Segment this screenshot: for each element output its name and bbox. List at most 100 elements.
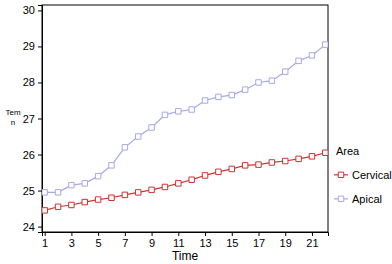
point-marker (323, 42, 328, 47)
y-axis-line (38, 6, 43, 233)
point-marker (202, 173, 207, 178)
point-marker (309, 154, 314, 159)
y-tick-label: 24 (23, 221, 35, 233)
y-tick-mark (38, 119, 42, 120)
x-tick-label: 15 (226, 237, 238, 249)
point-marker (269, 78, 274, 83)
x-tick: 3 (69, 232, 75, 249)
legend-title: Area (336, 145, 360, 157)
point-marker (109, 163, 114, 168)
y-tick-label: 26 (23, 149, 35, 161)
x-axis-line (43, 233, 329, 237)
x-tick-mark (285, 232, 286, 236)
point-marker (296, 58, 301, 63)
point-marker (282, 69, 287, 74)
point-marker (216, 94, 221, 99)
x-tick: 17 (253, 232, 265, 249)
point-marker (69, 202, 74, 207)
x-tick-label: 21 (306, 237, 318, 249)
point-marker (162, 184, 167, 189)
point-marker (82, 181, 87, 186)
legend-marker (338, 196, 343, 201)
legend-label: Cervical (352, 169, 392, 181)
x-tick-mark (312, 232, 313, 236)
point-marker (282, 158, 287, 163)
point-marker (135, 190, 140, 195)
point-marker (122, 192, 127, 197)
y-tick-mark (38, 155, 42, 156)
x-axis-title: Time (172, 249, 199, 263)
point-marker (95, 173, 100, 178)
x-tick-label: 1 (42, 237, 48, 249)
x-tick-mark (125, 232, 126, 236)
y-tick: 28 (23, 76, 42, 88)
x-tick: 9 (149, 232, 155, 249)
y-tick: 25 (23, 185, 42, 197)
y-tick: 24 (23, 221, 42, 233)
series-line (45, 45, 326, 193)
point-marker (242, 163, 247, 168)
y-axis-title: Temn (5, 108, 20, 127)
y-tick: 29 (23, 40, 42, 52)
y-tick-mark (38, 191, 42, 192)
x-tick: 19 (280, 232, 292, 249)
y-tick-label: 29 (23, 40, 35, 52)
point-marker (202, 98, 207, 103)
x-tick-mark (232, 232, 233, 236)
legend-label: Apical (352, 193, 382, 205)
x-tick: 15 (226, 232, 238, 249)
x-tick: 7 (122, 232, 128, 249)
x-tick: 21 (306, 232, 318, 249)
plot-frame (42, 5, 328, 232)
x-tick-label: 19 (280, 237, 292, 249)
x-tick-label: 7 (122, 237, 128, 249)
x-tick-label: 17 (253, 237, 265, 249)
x-tick-label: 5 (96, 237, 102, 249)
point-marker (162, 112, 167, 117)
x-tick-label: 9 (149, 237, 155, 249)
legend: Area Cervical Apical (334, 145, 392, 205)
series-group (42, 42, 328, 213)
y-tick: 26 (23, 149, 42, 161)
legend-marker (338, 172, 343, 177)
point-marker (242, 87, 247, 92)
x-tick-mark (178, 232, 179, 236)
x-tick-mark (98, 232, 99, 236)
point-marker (229, 92, 234, 97)
point-marker (122, 145, 127, 150)
y-tick-mark (38, 46, 42, 47)
y-tick-mark (38, 82, 42, 83)
point-marker (82, 199, 87, 204)
point-marker (176, 181, 181, 186)
point-marker (256, 162, 261, 167)
x-tick: 11 (173, 232, 184, 249)
y-tick-mark (38, 10, 42, 11)
point-marker (55, 204, 60, 209)
point-marker (69, 182, 74, 187)
y-tick: 30 (23, 4, 42, 16)
point-marker (149, 187, 154, 192)
chart: 1357911131517192124252627282930TimeTemnA… (0, 0, 392, 264)
point-marker (176, 109, 181, 114)
point-marker (296, 156, 301, 161)
y-tick-label: 25 (23, 185, 35, 197)
point-marker (149, 125, 154, 130)
x-tick-label: 11 (173, 237, 184, 249)
y-tick: 27 (23, 113, 42, 125)
x-tick-mark (205, 232, 206, 236)
x-tick: 5 (96, 232, 102, 249)
x-tick-mark (152, 232, 153, 236)
point-marker (323, 150, 328, 155)
y-tick-label: 30 (23, 4, 35, 16)
point-marker (269, 160, 274, 165)
y-tick-label: 27 (23, 113, 35, 125)
point-marker (256, 80, 261, 85)
point-marker (189, 177, 194, 182)
y-axis: 24 25 26 27 28 29 30 (23, 4, 43, 232)
point-marker (109, 195, 114, 200)
x-axis: 13579111315171921 (42, 232, 328, 249)
x-tick: 13 (199, 232, 211, 249)
point-marker (216, 169, 221, 174)
x-tick-label: 3 (69, 237, 75, 249)
x-tick-label: 13 (199, 237, 211, 249)
